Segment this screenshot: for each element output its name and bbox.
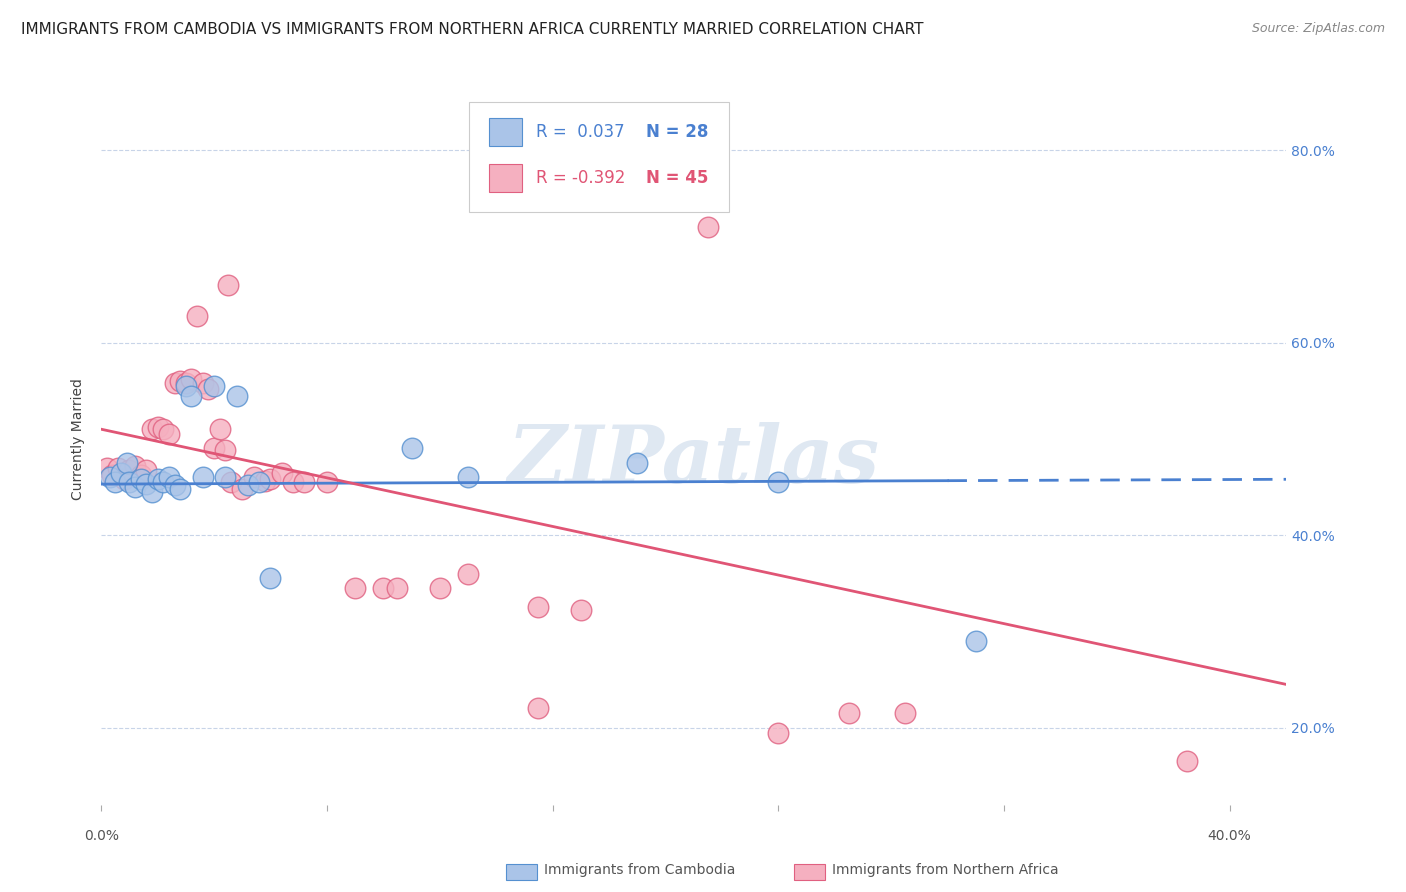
Point [626, 456, 648, 470]
Point [527, 600, 550, 615]
Point [152, 475, 174, 490]
Point [110, 466, 132, 480]
Point [186, 309, 208, 323]
Point [169, 482, 191, 496]
Text: R =  0.037: R = 0.037 [536, 123, 624, 141]
Point [112, 472, 135, 486]
Point [457, 470, 479, 484]
Point [202, 379, 225, 393]
FancyBboxPatch shape [489, 119, 522, 146]
Point [225, 388, 247, 402]
Point [219, 475, 242, 490]
Point [180, 372, 202, 386]
Point [1175, 755, 1198, 769]
Point [191, 376, 214, 390]
Point [696, 220, 718, 235]
Point [259, 572, 281, 586]
Y-axis label: Currently Married: Currently Married [72, 378, 86, 500]
Text: 0.0%: 0.0% [84, 829, 118, 843]
Point [373, 581, 395, 595]
Point [768, 475, 790, 490]
Point [118, 463, 141, 477]
Point [214, 470, 236, 484]
Point [202, 442, 225, 456]
Point [129, 472, 152, 486]
Point [569, 603, 592, 617]
Point [174, 379, 197, 393]
Point [152, 422, 174, 436]
FancyBboxPatch shape [489, 164, 522, 192]
Point [344, 581, 367, 595]
Text: 40.0%: 40.0% [1208, 829, 1251, 843]
Point [101, 468, 124, 483]
Point [180, 388, 202, 402]
Point [104, 475, 127, 490]
Point [146, 472, 169, 486]
Point [292, 475, 315, 490]
Point [768, 725, 790, 739]
Point [214, 443, 236, 458]
Point [270, 466, 292, 480]
Text: Immigrants from Northern Africa: Immigrants from Northern Africa [832, 863, 1059, 877]
Point [98, 470, 121, 484]
Point [247, 475, 270, 490]
Point [129, 468, 152, 483]
Point [124, 458, 146, 473]
Point [163, 478, 186, 492]
Point [965, 634, 987, 648]
FancyBboxPatch shape [468, 103, 730, 212]
Point [429, 581, 451, 595]
Point [115, 456, 138, 470]
Point [457, 566, 479, 581]
Text: N = 45: N = 45 [647, 169, 709, 186]
Point [894, 706, 917, 721]
Point [163, 376, 186, 390]
Point [259, 472, 281, 486]
Point [124, 480, 146, 494]
Text: IMMIGRANTS FROM CAMBODIA VS IMMIGRANTS FROM NORTHERN AFRICA CURRENTLY MARRIED CO: IMMIGRANTS FROM CAMBODIA VS IMMIGRANTS F… [21, 22, 924, 37]
Point [107, 460, 129, 475]
Point [387, 581, 409, 595]
Point [253, 474, 276, 488]
Point [208, 422, 231, 436]
Text: R = -0.392: R = -0.392 [536, 169, 626, 186]
Point [315, 475, 337, 490]
Text: N = 28: N = 28 [647, 123, 709, 141]
Point [197, 382, 219, 396]
Point [217, 277, 239, 292]
Point [96, 460, 118, 475]
Point [169, 374, 191, 388]
Text: Immigrants from Cambodia: Immigrants from Cambodia [544, 863, 735, 877]
Point [141, 484, 163, 499]
Text: ZIPatlas: ZIPatlas [508, 422, 880, 500]
Point [157, 427, 180, 442]
Point [281, 475, 304, 490]
Point [141, 422, 163, 436]
Point [838, 706, 860, 721]
Point [174, 376, 197, 390]
Point [146, 420, 169, 434]
Point [191, 470, 214, 484]
Point [157, 470, 180, 484]
Point [242, 470, 264, 484]
Point [236, 478, 259, 492]
Point [135, 463, 157, 477]
Point [527, 701, 550, 715]
Point [118, 475, 141, 490]
Point [135, 477, 157, 491]
Point [231, 482, 253, 496]
Text: Source: ZipAtlas.com: Source: ZipAtlas.com [1251, 22, 1385, 36]
Point [401, 442, 423, 456]
